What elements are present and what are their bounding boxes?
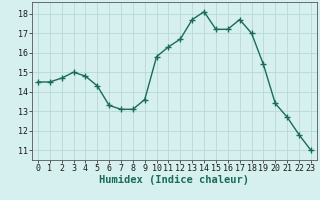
X-axis label: Humidex (Indice chaleur): Humidex (Indice chaleur) [100,175,249,185]
